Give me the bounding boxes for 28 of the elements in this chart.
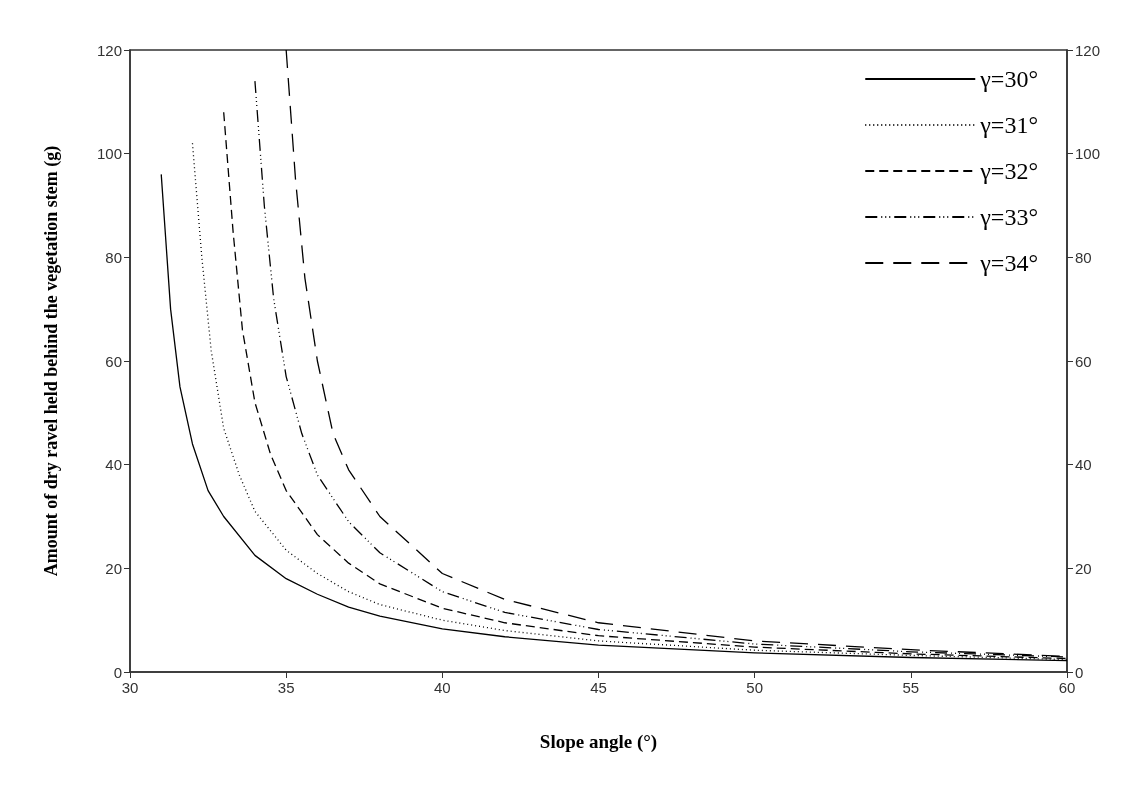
- y-tick-label: 0: [113, 663, 122, 681]
- x-tick-label: 45: [590, 679, 607, 696]
- legend-label: γ=30°: [979, 66, 1039, 92]
- y-tick-label: 100: [96, 145, 122, 163]
- legend-label: γ=33°: [979, 204, 1039, 230]
- x-tick-label: 50: [746, 679, 764, 696]
- legend-label: γ=31°: [979, 112, 1039, 138]
- y-tick-label: 60: [105, 352, 122, 370]
- x-tick-label: 60: [1058, 679, 1076, 696]
- y2-tick-label: 100: [1075, 145, 1101, 163]
- legend-label: γ=32°: [979, 158, 1039, 184]
- x-tick-label: 55: [902, 679, 920, 696]
- legend-label: γ=34°: [979, 250, 1039, 276]
- y2-tick-label: 60: [1075, 352, 1092, 370]
- x-axis-title: Slope angle (°): [539, 731, 658, 753]
- y-tick-label: 120: [96, 41, 122, 59]
- x-tick-label: 35: [277, 679, 295, 696]
- y-tick-label: 20: [105, 559, 122, 577]
- y2-tick-label: 80: [1075, 248, 1092, 266]
- y-axis-title: Amount of dry ravel held behind the vegetation stem (g): [41, 145, 62, 577]
- y-tick-label: 80: [105, 248, 122, 266]
- y2-tick-label: 0: [1075, 663, 1084, 681]
- y-tick-label: 40: [105, 456, 122, 474]
- y2-tick-label: 20: [1075, 559, 1092, 577]
- x-tick-label: 30: [121, 679, 139, 696]
- y2-tick-label: 120: [1075, 41, 1101, 59]
- x-tick-label: 40: [433, 679, 451, 696]
- y2-tick-label: 40: [1075, 456, 1092, 474]
